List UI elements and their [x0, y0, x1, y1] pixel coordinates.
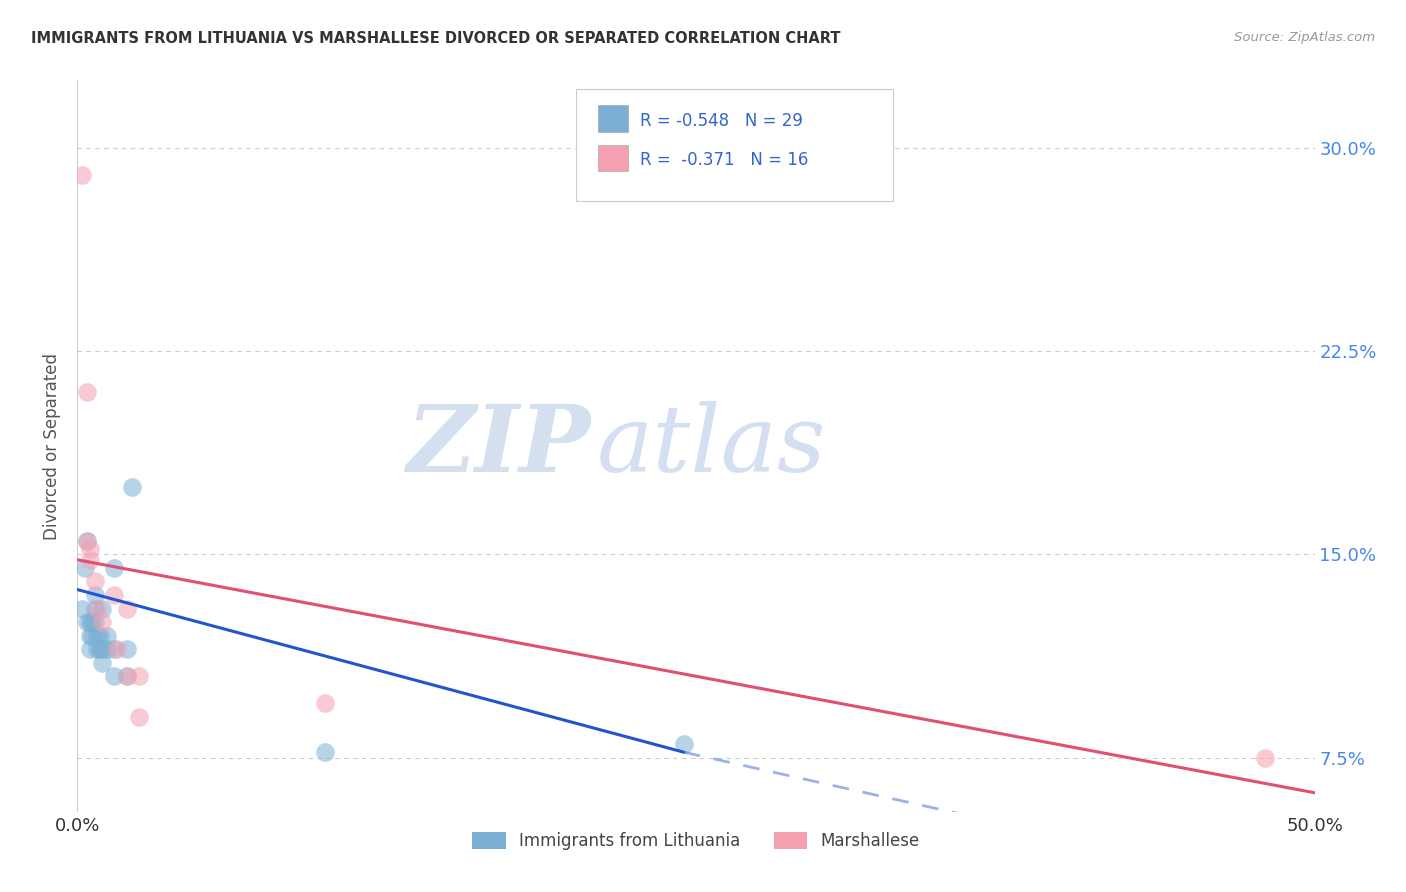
Point	[76, 533, 98, 548]
Point	[73, 561, 96, 575]
Y-axis label: Divorced or Separated: Divorced or Separated	[44, 352, 62, 540]
Point	[76, 533, 98, 548]
Text: R =  -0.371   N = 16: R = -0.371 N = 16	[640, 151, 808, 169]
Point	[86, 642, 108, 657]
Legend: Immigrants from Lithuania, Marshallese: Immigrants from Lithuania, Marshallese	[464, 823, 928, 858]
Point	[121, 480, 143, 494]
Point	[103, 669, 125, 683]
Point	[79, 615, 101, 629]
Point	[103, 642, 125, 657]
Point	[91, 642, 114, 657]
Point	[76, 615, 98, 629]
Point	[83, 588, 105, 602]
Point	[79, 541, 101, 556]
Text: R = -0.548   N = 29: R = -0.548 N = 29	[640, 112, 803, 129]
Point	[103, 561, 125, 575]
Point	[83, 574, 105, 589]
Point	[115, 669, 138, 683]
Point	[128, 710, 150, 724]
Text: ZIP: ZIP	[406, 401, 591, 491]
Point	[115, 601, 138, 615]
Point	[91, 601, 114, 615]
Point	[86, 601, 108, 615]
Point	[89, 642, 111, 657]
Point	[83, 615, 105, 629]
Point	[103, 588, 125, 602]
Point	[72, 601, 94, 615]
Point	[82, 629, 104, 643]
Point	[314, 697, 336, 711]
Point	[72, 168, 94, 182]
Point	[86, 629, 108, 643]
Point	[79, 629, 101, 643]
Point	[115, 669, 138, 683]
Point	[79, 553, 101, 567]
Point	[96, 629, 118, 643]
Text: atlas: atlas	[598, 401, 827, 491]
Point	[91, 656, 114, 670]
Point	[91, 615, 114, 629]
Point	[115, 642, 138, 657]
Point	[314, 745, 336, 759]
Point	[83, 601, 105, 615]
Point	[79, 642, 101, 657]
Text: Source: ZipAtlas.com: Source: ZipAtlas.com	[1234, 31, 1375, 45]
Point	[82, 615, 104, 629]
Point	[89, 629, 111, 643]
Text: IMMIGRANTS FROM LITHUANIA VS MARSHALLESE DIVORCED OR SEPARATED CORRELATION CHART: IMMIGRANTS FROM LITHUANIA VS MARSHALLESE…	[31, 31, 841, 46]
Point	[96, 642, 118, 657]
Point	[105, 642, 128, 657]
Point	[672, 737, 695, 751]
Point	[1254, 750, 1277, 764]
Point	[128, 669, 150, 683]
Point	[76, 384, 98, 399]
